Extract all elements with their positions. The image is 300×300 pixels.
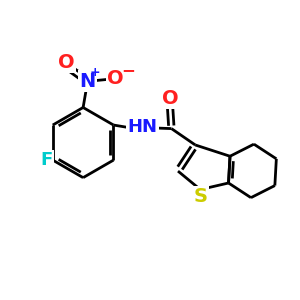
Text: −: − bbox=[122, 61, 136, 79]
Text: N: N bbox=[80, 72, 96, 91]
Text: S: S bbox=[194, 187, 208, 206]
Text: +: + bbox=[90, 66, 100, 79]
Text: F: F bbox=[40, 151, 52, 169]
Text: O: O bbox=[162, 89, 178, 108]
Text: O: O bbox=[58, 53, 74, 72]
Text: HN: HN bbox=[128, 118, 158, 136]
Text: O: O bbox=[107, 70, 124, 88]
